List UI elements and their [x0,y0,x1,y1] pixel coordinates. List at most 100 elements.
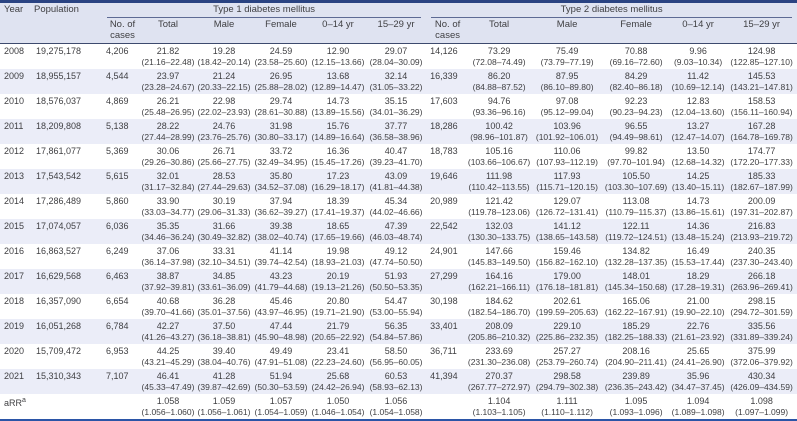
rate-value: 200.09 [747,196,776,206]
table-header: Year Population Type 1 diabetes mellitus… [0,1,797,44]
rate-ci: (41.81–44.38) [369,181,423,192]
rate-value: 105.50 [622,171,650,181]
rate-value: 49.49 [269,346,293,356]
rate-ci: (225.86–232.35) [535,331,599,342]
rate-value: 1.050 [326,396,350,406]
rate-ci: (182.67–187.99) [730,181,793,192]
population-cell: 15,310,343 [36,371,82,381]
rate-value: 13.27 [686,121,710,131]
rate-ci: (110.79–115.37) [605,206,667,217]
rate-cell: 13.50 (12.68–14.32) [670,144,726,169]
rate-ci: (43.97–46.95) [254,306,308,317]
rate-ci: (119.78–123.06) [468,206,530,217]
rate-value: 33.72 [269,146,293,156]
rate-cell: 145.53 (143.21–147.81) [726,69,797,94]
rate-ci: (20.65–22.92) [311,331,365,342]
rate-ci: (32.49–34.95) [254,156,308,167]
rate-cell: 159.46 (156.82–162.10) [532,244,602,269]
group-header-row: Year Population Type 1 diabetes mellitus… [0,1,797,44]
t1-cases-cell: 6,784 [106,321,129,331]
rate-ci: (29.26–30.86) [141,156,195,167]
t2-age15-29-header: 15–29 yr [726,18,797,44]
rate-cell: 1.050 (1.046–1.054) [310,394,366,420]
rate-value: 37.77 [384,121,408,131]
rate-value: 113.08 [622,196,650,206]
year-cell: 2009 [4,71,25,81]
rate-cell: 13.68 (12.89–14.47) [310,69,366,94]
rate-value: 1.104 [487,396,511,406]
rate-ci: (182.25–188.33) [604,331,668,342]
t1-cases-cell: 7,107 [106,371,129,381]
rate-ci: (130.30–133.75) [467,231,531,242]
rate-cell: 430.34 (426.09–434.59) [726,369,797,394]
rate-ci: (93.36–96.16) [472,106,526,117]
rate-cell: 216.83 (213.93–219.72) [726,219,797,244]
rate-cell: 122.11 (119.72–124.51) [602,219,670,244]
rate-value: 58.50 [384,346,408,356]
population-cell: 16,629,568 [36,271,82,281]
table-row: 2018 16,357,090 6,654 40.68 (39.70–41.66) 36.… [0,294,797,319]
rate-value: 29.74 [269,96,293,106]
rate-cell: 16.36 (15.45–17.26) [310,144,366,169]
t1-cases-cell: 6,953 [106,346,129,356]
rate-cell: 28.53 (27.44–29.63) [196,169,252,194]
rate-value: 23.41 [326,346,350,356]
rate-ci: (119.72–124.51) [605,231,667,242]
rate-cell: 298.15 (294.72–301.59) [726,294,797,319]
rate-ci: (1.089–1.098) [671,406,725,417]
rate-cell: 1.094 (1.089–1.098) [670,394,726,420]
rate-ci: (23.28–24.67) [141,81,195,92]
rate-value: 18.65 [326,221,350,231]
table-row: 2015 17,074,057 6,036 35.35 (34.46–36.24) 31.… [0,219,797,244]
t2-cases-cell: 22,542 [430,221,458,231]
rate-ci: (15.45–17.26) [311,156,365,167]
rate-ci: (12.68–14.32) [671,156,725,167]
rate-ci: (98.96–101.87) [470,131,528,142]
rate-cell: 20.19 (19.13–21.26) [310,269,366,294]
rate-cell: 21.82 (21.16–22.48) [140,44,196,70]
rate-ci: (237.30–243.40) [730,256,793,267]
rate-ci: (1.097–1.099) [735,406,789,417]
rate-ci: (126.72–131.41) [535,206,599,217]
t2-cases-cell: 30,198 [430,296,458,306]
rate-value: 117.93 [553,171,581,181]
rate-value: 22.98 [212,96,236,106]
rate-value: 44.25 [156,346,180,356]
rate-cell: 19.28 (18.42–20.14) [196,44,252,70]
rate-cell: 240.35 (237.30–243.40) [726,244,797,269]
rate-cell: 335.56 (331.89–339.24) [726,319,797,344]
t2-cases-cell: 18,286 [430,121,458,131]
rate-value: 17.23 [326,171,350,181]
rate-ci: (27.44–28.99) [141,131,195,142]
sub-header-row: No. of cases Total Male Female 0–14 yr 1… [0,18,797,44]
rate-ci: (253.79–260.74) [535,356,599,367]
rate-ci: (41.26–43.27) [141,331,195,342]
rate-cell: 33.72 (32.49–34.95) [252,144,310,169]
rate-cell: 174.77 (172.20–177.33) [726,144,797,169]
rate-value: 32.14 [384,71,408,81]
rate-value: 270.37 [485,371,513,381]
t1-cases-cell [102,394,140,420]
t2-cases-cell: 18,783 [430,146,458,156]
rate-value: 239.89 [622,371,650,381]
rate-ci: (69.16–72.60) [609,56,663,67]
rate-value: 43.23 [269,271,293,281]
rate-ci: (47.91–51.08) [254,356,308,367]
rate-ci: (34.46–36.24) [141,231,195,242]
rate-cell: 1.104 (1.103–1.105) [466,394,532,420]
t2-cases-cell: 19,646 [430,171,458,181]
rate-value: 26.21 [156,96,180,106]
rate-ci: (17.41–19.37) [311,206,365,217]
rate-cell: 33.90 (33.03–34.77) [140,194,196,219]
year-cell: 2020 [4,346,25,356]
rate-cell: 141.12 (138.65–143.58) [532,219,602,244]
rate-ci: (45.33–47.49) [141,381,195,392]
rate-value: 229.10 [553,321,581,331]
t2-cases-cell: 24,901 [430,246,458,256]
rate-cell: 26.21 (25.48–26.95) [140,94,196,119]
rate-cell: 26.95 (25.88–28.02) [252,69,310,94]
rate-ci: (110.42–113.55) [468,181,530,192]
population-cell: 16,357,090 [36,296,82,306]
rate-ci: (1.054–1.058) [369,406,423,417]
rate-cell: 96.55 (94.49–98.61) [602,119,670,144]
